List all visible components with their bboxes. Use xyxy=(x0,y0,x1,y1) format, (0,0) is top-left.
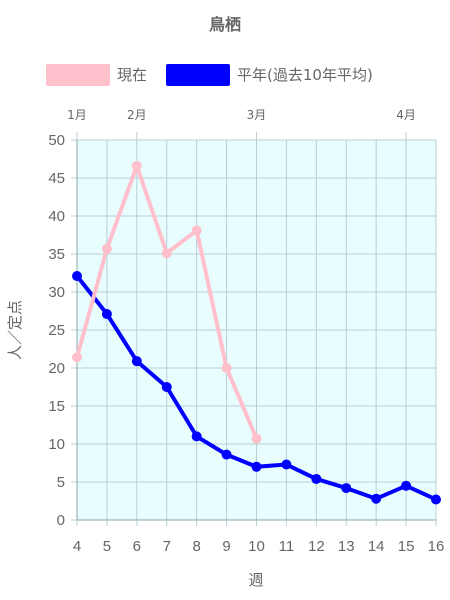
month-label: 4月 xyxy=(396,108,416,122)
y-tick-label: 0 xyxy=(57,512,65,529)
x-tick-label: 13 xyxy=(338,538,355,555)
x-tick-label: 5 xyxy=(103,538,111,555)
x-tick-label: 6 xyxy=(133,538,141,555)
data-point-normal xyxy=(311,473,322,484)
legend-label-normal: 平年(過去10年平均) xyxy=(237,66,373,84)
data-point-normal xyxy=(161,382,172,392)
data-point-normal xyxy=(341,483,352,494)
x-tick-label: 16 xyxy=(428,538,445,555)
x-tick-label: 7 xyxy=(163,538,171,555)
chart-title: 鳥栖 xyxy=(209,15,241,34)
month-label: 3月 xyxy=(247,108,267,122)
data-point-current xyxy=(101,243,112,254)
data-point-current xyxy=(161,248,172,259)
month-labels: 1月 2月 3月 4月 xyxy=(67,108,416,140)
data-point-normal xyxy=(401,480,412,491)
y-axis-title: 人／定点 xyxy=(6,300,24,360)
legend-swatch-normal xyxy=(166,64,230,86)
data-point-normal xyxy=(191,431,202,442)
data-point-normal xyxy=(251,461,262,472)
x-tick-label: 9 xyxy=(222,538,230,555)
legend-swatch-current xyxy=(46,64,110,86)
y-tick-label: 25 xyxy=(48,322,65,339)
data-point-current xyxy=(221,363,232,373)
y-tick-label: 35 xyxy=(48,246,65,263)
y-tick-label: 20 xyxy=(48,360,65,377)
data-point-normal xyxy=(431,494,441,505)
y-tick-label: 50 xyxy=(48,132,65,149)
data-point-normal xyxy=(221,449,232,460)
y-tick-label: 10 xyxy=(48,436,65,453)
y-axis-ticks: 0 5 10 15 20 25 30 35 40 45 50 xyxy=(48,132,65,529)
data-point-current xyxy=(72,352,82,363)
x-tick-label: 8 xyxy=(192,538,200,555)
data-point-normal xyxy=(371,493,382,504)
y-tick-label: 5 xyxy=(57,474,65,491)
y-tick-label: 30 xyxy=(48,284,65,301)
series-points xyxy=(72,160,441,505)
data-point-normal xyxy=(281,459,292,470)
y-tick-label: 15 xyxy=(48,398,65,415)
legend: 現在 平年(過去10年平均) xyxy=(46,64,373,86)
y-tick-label: 40 xyxy=(48,208,65,225)
x-tick-label: 4 xyxy=(73,538,81,555)
month-label: 2月 xyxy=(127,108,147,122)
grid xyxy=(71,139,437,526)
data-point-normal xyxy=(72,271,82,282)
data-point-current xyxy=(251,433,262,444)
data-point-normal xyxy=(131,356,142,367)
y-tick-label: 45 xyxy=(48,170,65,187)
x-axis-ticks: 4 5 6 7 8 9 10 11 12 13 14 15 16 xyxy=(73,538,445,555)
x-tick-label: 15 xyxy=(398,538,415,555)
x-axis-title: 週 xyxy=(248,571,263,589)
legend-label-current: 現在 xyxy=(117,66,147,84)
x-tick-label: 14 xyxy=(368,538,385,555)
data-point-current xyxy=(191,225,202,236)
x-tick-label: 11 xyxy=(279,538,295,555)
data-point-current xyxy=(131,160,142,171)
x-tick-label: 10 xyxy=(248,538,265,555)
data-point-normal xyxy=(101,309,112,320)
month-label: 1月 xyxy=(67,108,87,122)
x-tick-label: 12 xyxy=(308,538,325,555)
